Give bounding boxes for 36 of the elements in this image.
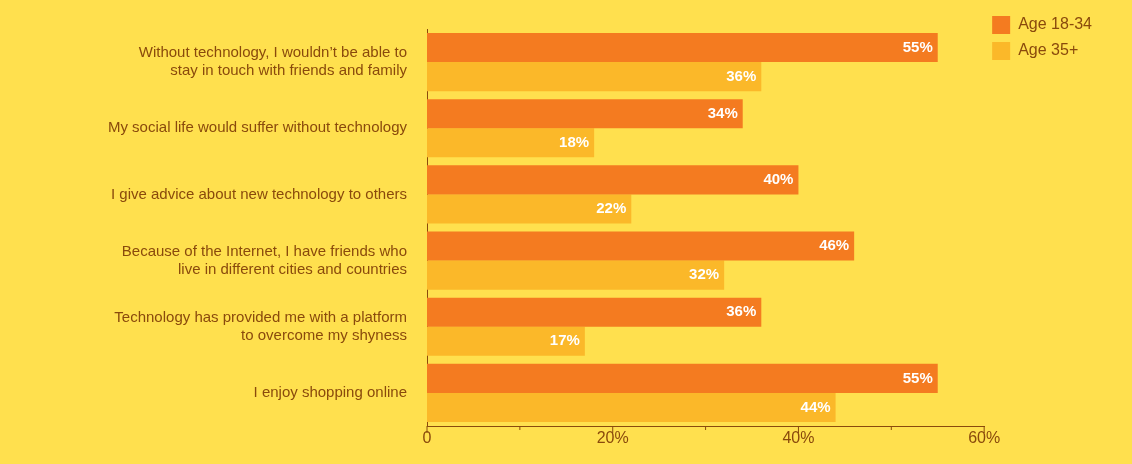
x-tick-label: 40% [782,429,815,447]
y-tick-label: Because of the Internet, I have friends who live in different cities and countries [121,241,407,277]
text: 40% [763,170,794,187]
x-tick-label: 0 [422,429,432,447]
y-tick-label: Technology has provided me with a platform to overcome my shyness [114,307,407,343]
y-tick-label: My social life would suffer without technology [107,118,408,136]
text: 34% [707,103,738,121]
bar [427,62,762,92]
text: 36% [726,66,757,84]
bar [427,194,632,224]
y-tick-label: I give advice about new technology to others [110,184,407,202]
bar [427,260,725,290]
bar [427,326,585,356]
text: 17% [549,331,580,349]
text: 55% [902,37,933,55]
text: 32% [689,265,720,283]
text: 18% [559,132,590,150]
text: 22% [596,199,627,217]
bar [427,231,855,261]
text: 44% [800,397,831,415]
text: 55% [902,368,933,386]
y-tick-label: I enjoy shopping online [253,383,407,401]
bar [427,392,836,423]
x-tick-label: 60% [968,429,1001,447]
bar [427,32,938,63]
y-tick-label: Without technology, I wouldn’t be able to stay in touch with friends and family [138,43,408,79]
bar [427,99,743,129]
bar [427,128,595,158]
bar [427,297,762,327]
text: 36% [726,302,757,320]
legend-label: Age 18-34 [1018,15,1093,33]
x-tick-label: 20% [596,429,629,447]
bar [427,165,799,195]
bar [427,363,938,393]
legend-label: Age 35+ [1018,41,1079,59]
text: 46% [819,236,850,254]
